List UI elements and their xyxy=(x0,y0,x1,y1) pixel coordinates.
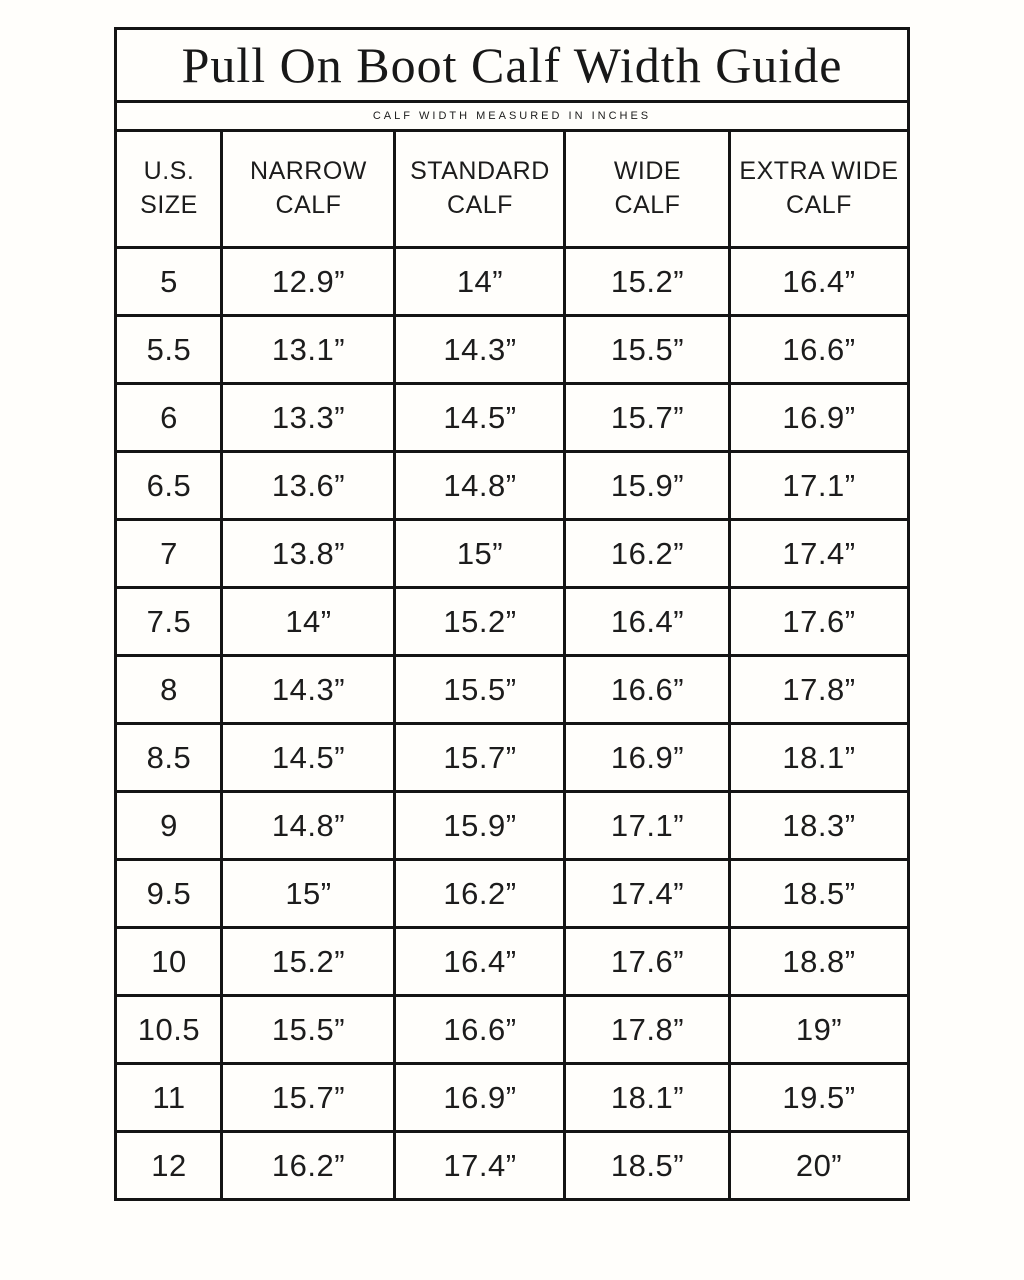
calf-width-cell: 16.6” xyxy=(728,314,910,385)
calf-width-cell: 17.6” xyxy=(563,926,732,997)
calf-width-cell: 16.9” xyxy=(563,722,732,793)
table-header: Pull On Boot Calf Width Guide CALF WIDTH… xyxy=(114,27,910,249)
table-row: 6.5 13.6” 14.8” 15.9” 17.1” xyxy=(114,450,910,521)
calf-width-cell: 16.9” xyxy=(728,382,910,453)
calf-width-cell: 15.7” xyxy=(220,1062,397,1133)
us-size-cell: 11 xyxy=(114,1062,224,1133)
calf-width-cell: 17.1” xyxy=(563,790,732,861)
calf-width-cell: 16.6” xyxy=(393,994,567,1065)
table-row: 8 14.3” 15.5” 16.6” 17.8” xyxy=(114,654,910,725)
calf-width-cell: 16.4” xyxy=(728,246,910,317)
us-size-cell: 8.5 xyxy=(114,722,224,793)
calf-width-cell: 19.5” xyxy=(728,1062,910,1133)
us-size-cell: 9.5 xyxy=(114,858,224,929)
us-size-cell: 7.5 xyxy=(114,586,224,657)
column-header-extra-wide-calf: EXTRA WIDE CALF xyxy=(728,129,910,249)
table-row: 10 15.2” 16.4” 17.6” 18.8” xyxy=(114,926,910,997)
calf-width-cell: 13.6” xyxy=(220,450,397,521)
calf-width-cell: 17.8” xyxy=(728,654,910,725)
table-row: 6 13.3” 14.5” 15.7” 16.9” xyxy=(114,382,910,453)
calf-width-cell: 14” xyxy=(393,246,567,317)
calf-width-cell: 18.1” xyxy=(563,1062,732,1133)
calf-width-cell: 18.5” xyxy=(728,858,910,929)
us-size-cell: 10.5 xyxy=(114,994,224,1065)
calf-width-cell: 12.9” xyxy=(220,246,397,317)
calf-width-cell: 14.5” xyxy=(220,722,397,793)
column-header-narrow-calf: NARROW CALF xyxy=(220,129,397,249)
us-size-cell: 7 xyxy=(114,518,224,589)
calf-width-cell: 14.8” xyxy=(393,450,567,521)
table-row: 10.5 15.5” 16.6” 17.8” 19” xyxy=(114,994,910,1065)
calf-width-cell: 13.8” xyxy=(220,518,397,589)
calf-width-cell: 15.7” xyxy=(393,722,567,793)
calf-width-cell: 16.6” xyxy=(563,654,732,725)
column-header-wide-calf: WIDE CALF xyxy=(563,129,732,249)
calf-width-cell: 16.2” xyxy=(220,1130,397,1201)
calf-width-cell: 15.5” xyxy=(563,314,732,385)
column-header-standard-calf: STANDARD CALF xyxy=(393,129,567,249)
calf-width-cell: 15” xyxy=(393,518,567,589)
table-row: 8.5 14.5” 15.7” 16.9” 18.1” xyxy=(114,722,910,793)
calf-width-cell: 16.4” xyxy=(393,926,567,997)
calf-width-cell: 16.9” xyxy=(393,1062,567,1133)
calf-width-cell: 18.8” xyxy=(728,926,910,997)
table-row: 5.5 13.1” 14.3” 15.5” 16.6” xyxy=(114,314,910,385)
calf-width-cell: 17.8” xyxy=(563,994,732,1065)
calf-width-cell: 15.2” xyxy=(393,586,567,657)
subtitle-row: CALF WIDTH MEASURED IN INCHES xyxy=(114,100,910,132)
calf-width-cell: 15.5” xyxy=(393,654,567,725)
calf-width-guide-table: Pull On Boot Calf Width Guide CALF WIDTH… xyxy=(114,27,910,1201)
calf-width-cell: 14.5” xyxy=(393,382,567,453)
us-size-cell: 5.5 xyxy=(114,314,224,385)
us-size-cell: 12 xyxy=(114,1130,224,1201)
us-size-cell: 6.5 xyxy=(114,450,224,521)
calf-width-cell: 18.3” xyxy=(728,790,910,861)
column-header-row: U.S. SIZE NARROW CALF STANDARD CALF WIDE… xyxy=(114,129,910,249)
title-row: Pull On Boot Calf Width Guide xyxy=(114,27,910,103)
table-row: 9 14.8” 15.9” 17.1” 18.3” xyxy=(114,790,910,861)
page-subtitle: CALF WIDTH MEASURED IN INCHES xyxy=(114,100,910,132)
calf-width-cell: 14.3” xyxy=(393,314,567,385)
column-header-us-size: U.S. SIZE xyxy=(114,129,224,249)
table-row: 7.5 14” 15.2” 16.4” 17.6” xyxy=(114,586,910,657)
table-body: 5 12.9” 14” 15.2” 16.4” 5.5 13.1” 14.3” 15.5” 16.… xyxy=(114,246,910,1201)
us-size-cell: 9 xyxy=(114,790,224,861)
calf-width-cell: 20” xyxy=(728,1130,910,1201)
calf-width-cell: 15.2” xyxy=(563,246,732,317)
calf-width-cell: 14.3” xyxy=(220,654,397,725)
table-row: 11 15.7” 16.9” 18.1” 19.5” xyxy=(114,1062,910,1133)
calf-width-cell: 15.2” xyxy=(220,926,397,997)
calf-width-cell: 18.1” xyxy=(728,722,910,793)
calf-width-cell: 16.4” xyxy=(563,586,732,657)
calf-width-cell: 16.2” xyxy=(393,858,567,929)
calf-width-cell: 15.9” xyxy=(563,450,732,521)
table-row: 5 12.9” 14” 15.2” 16.4” xyxy=(114,246,910,317)
calf-width-cell: 15.9” xyxy=(393,790,567,861)
calf-width-cell: 17.4” xyxy=(563,858,732,929)
calf-width-cell: 13.1” xyxy=(220,314,397,385)
calf-width-cell: 17.1” xyxy=(728,450,910,521)
us-size-cell: 6 xyxy=(114,382,224,453)
table-row: 9.5 15” 16.2” 17.4” 18.5” xyxy=(114,858,910,929)
calf-width-cell: 17.4” xyxy=(393,1130,567,1201)
calf-width-cell: 17.4” xyxy=(728,518,910,589)
table-row: 12 16.2” 17.4” 18.5” 20” xyxy=(114,1130,910,1201)
page-title: Pull On Boot Calf Width Guide xyxy=(114,27,910,103)
calf-width-cell: 15.7” xyxy=(563,382,732,453)
us-size-cell: 10 xyxy=(114,926,224,997)
calf-width-cell: 19” xyxy=(728,994,910,1065)
calf-width-cell: 15.5” xyxy=(220,994,397,1065)
calf-width-cell: 15” xyxy=(220,858,397,929)
calf-width-cell: 18.5” xyxy=(563,1130,732,1201)
calf-width-cell: 17.6” xyxy=(728,586,910,657)
calf-width-cell: 14.8” xyxy=(220,790,397,861)
calf-width-cell: 13.3” xyxy=(220,382,397,453)
us-size-cell: 8 xyxy=(114,654,224,725)
us-size-cell: 5 xyxy=(114,246,224,317)
table-row: 7 13.8” 15” 16.2” 17.4” xyxy=(114,518,910,589)
calf-width-cell: 14” xyxy=(220,586,397,657)
calf-width-cell: 16.2” xyxy=(563,518,732,589)
